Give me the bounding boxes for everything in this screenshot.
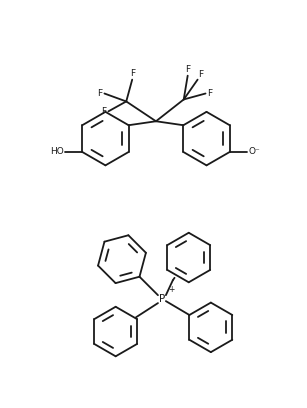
Text: F: F xyxy=(101,107,107,116)
Text: F: F xyxy=(130,69,135,78)
Text: +: + xyxy=(168,285,174,294)
Text: F: F xyxy=(208,89,213,98)
Text: F: F xyxy=(97,89,103,98)
Text: F: F xyxy=(185,65,190,74)
Text: O⁻: O⁻ xyxy=(248,147,260,157)
Text: HO: HO xyxy=(50,147,64,157)
Text: P: P xyxy=(159,294,165,304)
Text: F: F xyxy=(199,70,204,79)
